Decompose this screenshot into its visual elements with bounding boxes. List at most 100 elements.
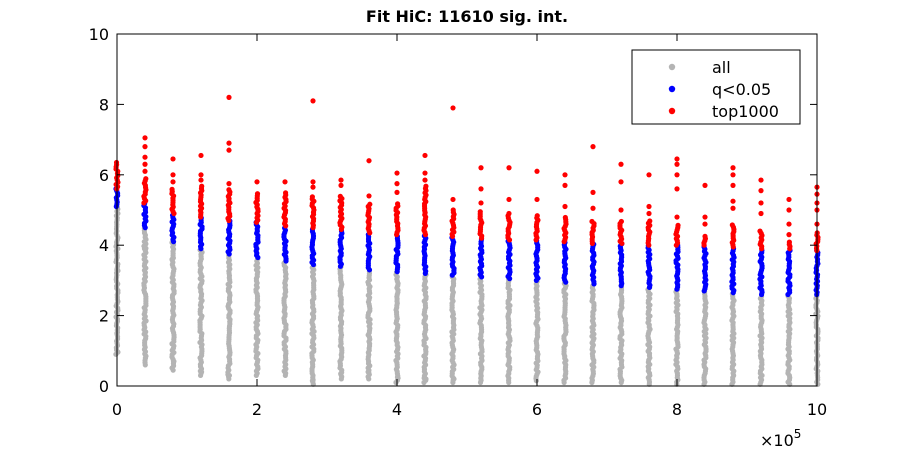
point-top [338,182,344,188]
axis-ticks [116,33,818,387]
point-top [506,210,512,217]
point-top [450,196,456,203]
legend-marker-top [668,107,676,115]
point-top [309,194,315,200]
point-top [199,183,205,189]
point-top [729,222,735,228]
point-top [730,172,736,178]
point-top [674,156,680,162]
axes-box [116,33,818,387]
point-top [562,203,568,210]
point-top [534,213,540,219]
point-top [702,182,708,188]
point-top [423,183,429,189]
point-top [786,232,792,238]
point-top [170,172,176,178]
point-top [142,154,148,160]
point-all [198,369,205,375]
point-top [282,179,288,185]
point-top [477,209,483,215]
point-top [618,161,624,167]
point-top [198,172,204,178]
point-top [758,210,764,217]
point-top [450,207,456,213]
point-top [757,228,763,234]
point-top [366,193,372,199]
point-top [506,165,512,171]
legend-marker-q [668,85,676,93]
point-top [226,94,232,100]
legend-label-q: q<0.05 [712,80,771,99]
point-top [478,186,484,192]
point-top [562,172,568,178]
point-top [366,158,372,164]
point-top [758,188,764,194]
point-all [394,374,401,380]
point-top [562,182,568,188]
point-top [142,144,148,150]
x-axis-exponent-power: 5 [794,427,802,441]
point-top [254,179,260,185]
point-top [674,161,680,167]
point-top [702,214,708,220]
point-all [169,256,175,262]
point-top [337,193,343,199]
point-all [171,358,177,364]
point-all [365,369,371,375]
point-top [394,189,400,195]
point-top [338,177,344,183]
point-top [590,189,596,195]
point-all [423,376,429,382]
point-all [141,246,148,252]
point-top [534,168,540,174]
point-top [226,181,232,187]
legend-box [631,49,801,125]
point-top [534,196,540,203]
point-top [702,221,708,227]
point-top [394,170,400,176]
point-top [786,207,792,213]
point-top [590,144,596,150]
axis-tick-labels: 0 2 4 6 8 10 0 2 4 6 8 10 [89,25,828,419]
point-top [143,176,149,182]
point-top [674,186,680,192]
x-tick-label: 4 [392,400,402,419]
point-top [647,218,653,224]
point-top [282,190,289,196]
point-top [142,161,148,167]
point-top [675,222,681,228]
x-tick-label: 8 [672,400,682,419]
point-top [310,98,316,104]
x-axis-exponent-label: ×105 [760,427,801,450]
point-top [702,233,708,239]
point-all [282,369,288,375]
point-top [422,170,428,176]
point-top [786,196,792,203]
y-tick-label: 2 [99,307,109,326]
point-all [338,371,344,377]
point-top [589,218,595,225]
x-tick-label: 10 [807,400,827,419]
point-top [590,205,596,211]
point-top [226,140,232,146]
legend-entry-q: q<0.05 [668,80,771,99]
point-top [170,156,176,162]
legend-entry-top: top1000 [668,102,779,121]
y-tick-label: 0 [99,377,109,396]
point-all [451,376,457,382]
legend-entry-all: all [668,58,731,77]
y-tick-label: 8 [99,95,109,114]
point-top [226,187,232,193]
point-top [254,191,261,197]
x-tick-label: 6 [532,400,542,419]
point-top [142,135,148,141]
y-tick-label: 4 [99,236,109,255]
point-top [758,177,764,183]
point-top [730,198,736,204]
point-all [255,365,261,371]
point-top [478,165,484,171]
point-top [758,200,764,206]
point-top [506,196,512,203]
point-top [367,201,373,207]
